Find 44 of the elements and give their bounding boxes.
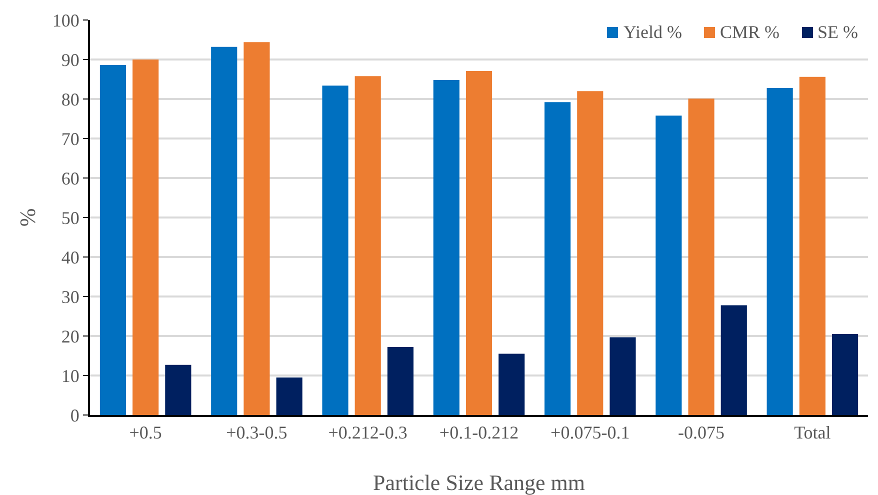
y-axis-title: % xyxy=(15,208,40,227)
legend-label: SE % xyxy=(818,22,858,43)
x-tick-label: Total xyxy=(794,422,831,443)
y-tick-label: 30 xyxy=(61,286,80,307)
bar xyxy=(244,42,270,415)
y-tick-label: 90 xyxy=(61,50,80,70)
y-tick-label: 50 xyxy=(61,208,80,228)
y-tick-label: 70 xyxy=(61,128,80,149)
x-tick-label: +0.5 xyxy=(129,422,162,443)
legend-label: CMR % xyxy=(720,22,780,43)
x-tick-label: +0.075-0.1 xyxy=(550,422,630,443)
x-tick-label: -0.075 xyxy=(678,422,725,443)
bar xyxy=(498,354,525,415)
x-tick-label: +0.3-0.5 xyxy=(226,422,288,443)
bar xyxy=(688,98,714,415)
bar xyxy=(656,116,682,415)
bar xyxy=(433,80,460,415)
bar xyxy=(132,60,159,415)
bar xyxy=(799,76,826,415)
bar xyxy=(577,91,604,415)
bar xyxy=(165,364,192,415)
bar xyxy=(354,76,381,415)
bar xyxy=(832,334,858,415)
x-tick-label: +0.1-0.212 xyxy=(439,422,519,443)
bar xyxy=(720,305,747,415)
legend-label: Yield % xyxy=(623,22,682,43)
y-tick-label: 20 xyxy=(61,326,80,346)
x-axis-title: Particle Size Range mm xyxy=(373,470,585,495)
y-tick-label: 40 xyxy=(61,247,80,268)
bar xyxy=(766,88,793,415)
bar xyxy=(211,46,238,415)
y-tick-label: 10 xyxy=(61,366,80,386)
x-tick-label: +0.212-0.3 xyxy=(328,422,408,443)
y-tick-label: 100 xyxy=(52,10,80,30)
bar xyxy=(544,102,571,415)
bar xyxy=(466,70,492,415)
y-tick-label: 0 xyxy=(70,405,80,426)
bar xyxy=(387,347,414,415)
bar xyxy=(100,65,126,415)
y-tick-label: 80 xyxy=(61,89,80,110)
bar xyxy=(322,86,348,415)
bar xyxy=(276,377,302,415)
y-tick-label: 60 xyxy=(61,168,80,188)
bar xyxy=(610,337,636,415)
